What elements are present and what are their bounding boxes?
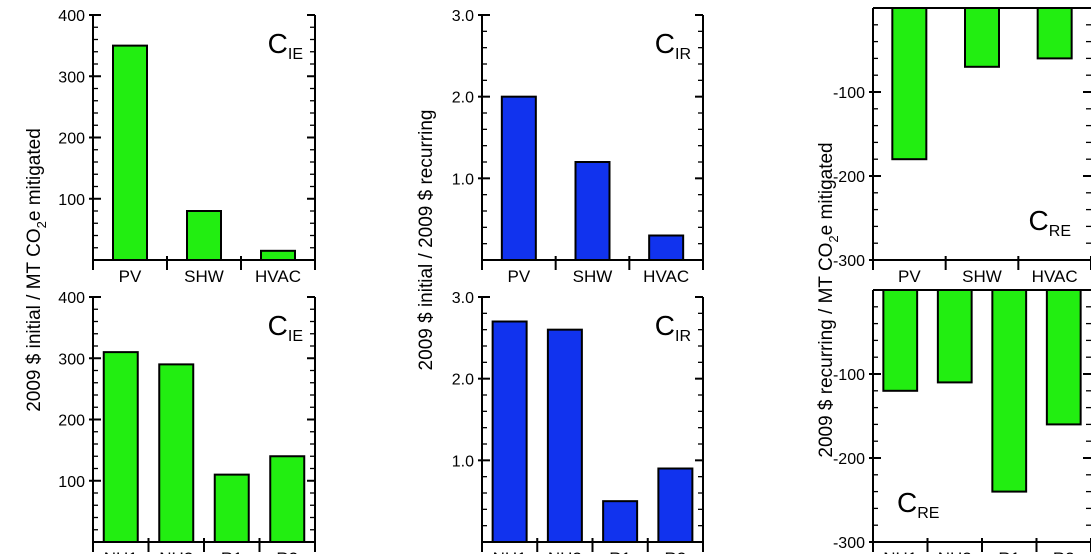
x-tick-label: NH1	[883, 549, 917, 554]
panel-label-sub: IR	[675, 46, 691, 63]
bar	[936, 289, 973, 384]
chart-top-middle: 1.0 2.0 3.0 PV SHW HVAC CIR	[452, 8, 704, 286]
x-tick-label: NH2	[548, 549, 582, 554]
x-tick-label: R1	[609, 549, 631, 554]
bar	[648, 234, 685, 261]
panel-label: CRE	[897, 487, 939, 522]
panel-label: CIE	[268, 28, 303, 63]
y-tick-label: -300	[833, 253, 865, 270]
panel-label: CRE	[1029, 205, 1071, 240]
bar	[260, 249, 296, 261]
panel-label-sub: IR	[675, 328, 691, 345]
panel-label-main: C	[268, 28, 288, 59]
right-ylabel-sub: 2	[826, 235, 841, 242]
bar	[213, 473, 250, 543]
y-tick-label: -100	[833, 367, 865, 384]
panel-label-main: C	[1029, 205, 1049, 236]
panel-label-sub: IE	[288, 46, 303, 63]
y-tick-label: 400	[58, 290, 85, 307]
x-tick-label: R1	[221, 549, 243, 554]
left-ylabel-sub: 2	[34, 221, 49, 228]
bar	[964, 7, 1000, 68]
panel-label-sub: IE	[288, 328, 303, 345]
panel-label-main: C	[655, 28, 675, 59]
x-tick-label: R2	[276, 549, 298, 554]
y-tick-label: 400	[58, 8, 85, 25]
y-tick-label: 200	[58, 413, 85, 430]
right-ylabel-main: 2009 $ recurring / MT CO	[816, 243, 837, 458]
y-tick-label: 300	[58, 351, 85, 368]
right-ylabel-tail: e mitigated	[816, 142, 837, 235]
x-tick-label: R2	[1053, 549, 1075, 554]
left-ylabel-tail: e mitigated	[24, 128, 45, 221]
bar	[269, 455, 306, 543]
y-tick-label: 300	[58, 69, 85, 86]
x-tick-label: HVAC	[643, 267, 689, 286]
bar	[491, 320, 528, 543]
y-tick-label: -200	[833, 169, 865, 186]
bar	[500, 95, 537, 261]
bar	[546, 328, 583, 543]
left-ylabel: 2009 $ initial / MT CO2e mitigated	[24, 128, 49, 412]
y-tick-label: 2.0	[452, 372, 474, 389]
panel-label-sub: RE	[917, 505, 939, 522]
chart-bottom-middle: 1.0 2.0 3.0 NH1 NH2 R1 R2 CIR	[452, 290, 704, 554]
y-tick-label: 2.0	[452, 90, 474, 107]
panel-label-main: C	[268, 310, 288, 341]
x-tick-label: PV	[119, 267, 142, 286]
bar	[657, 467, 694, 543]
bar	[991, 289, 1028, 493]
right-ylabel: 2009 $ recurring / MT CO2e mitigated	[816, 142, 841, 457]
bar	[602, 500, 639, 543]
y-tick-label: 1.0	[452, 171, 474, 188]
x-tick-label: HVAC	[1032, 267, 1078, 286]
y-tick-label: 200	[58, 131, 85, 148]
y-tick-label: 100	[58, 474, 85, 491]
middle-ylabel: 2009 $ initial / 2009 $ recurring	[416, 110, 437, 371]
x-tick-label: SHW	[962, 267, 1002, 286]
chart-bottom-right: -100 -200 -300 NH1 NH2 R1 R2 CRE	[833, 289, 1091, 554]
bar	[882, 289, 919, 392]
y-tick-label: -100	[833, 85, 865, 102]
bar	[158, 363, 195, 543]
chart-top-right: -100 -200 -300 PV SHW HVAC CRE	[833, 7, 1091, 286]
x-tick-label: PV	[507, 267, 530, 286]
panel-label: CIE	[268, 310, 303, 345]
chart-top-left: 100 200 300 400 PV SHW HVAC CIE	[58, 8, 316, 286]
panel-label: CIR	[655, 28, 691, 63]
panel-label-main: C	[655, 310, 675, 341]
x-tick-label: SHW	[184, 267, 224, 286]
x-tick-label: NH1	[493, 549, 527, 554]
x-tick-label: R2	[665, 549, 687, 554]
chart-bottom-left: 100 200 300 400 NH1 NH2 R1 R2 CIE	[58, 290, 316, 554]
x-tick-label: NH2	[159, 549, 193, 554]
bar	[186, 210, 222, 261]
x-tick-label: PV	[898, 267, 921, 286]
y-tick-label: -200	[833, 451, 865, 468]
x-tick-label: HVAC	[255, 267, 301, 286]
bar	[102, 351, 139, 543]
panel-label-main: C	[897, 487, 917, 518]
x-tick-label: SHW	[573, 267, 613, 286]
bar	[1036, 7, 1073, 60]
x-tick-label: NH1	[104, 549, 138, 554]
x-tick-label: NH2	[938, 549, 972, 554]
y-tick-label: 3.0	[452, 290, 474, 307]
y-tick-label: 3.0	[452, 8, 474, 25]
y-tick-label: -300	[833, 535, 865, 552]
panel-label: CIR	[655, 310, 691, 345]
x-tick-label: R1	[998, 549, 1020, 554]
panel-label-sub: RE	[1049, 223, 1071, 240]
bar	[112, 44, 148, 261]
bar	[574, 161, 611, 261]
y-tick-label: 1.0	[452, 453, 474, 470]
left-ylabel-main: 2009 $ initial / MT CO	[24, 228, 45, 411]
bar	[891, 7, 928, 161]
bar	[1045, 289, 1082, 426]
y-tick-label: 100	[58, 192, 85, 209]
